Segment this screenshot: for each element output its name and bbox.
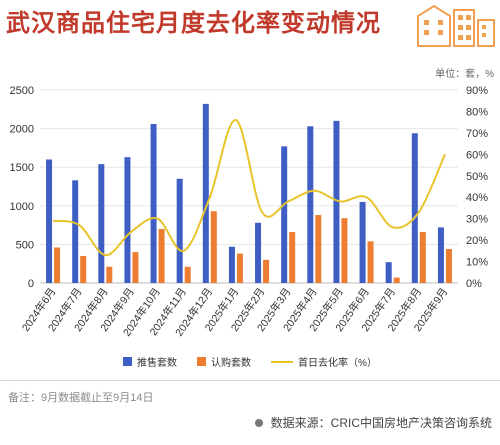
data-source: 数据来源：CRIC中国房地产决策咨询系统: [254, 414, 492, 431]
right-axis-tick-label: 70%: [466, 128, 488, 140]
legend-label-rate: 首日去化率（%）: [298, 358, 377, 369]
legend-label-subscribe: 认购套数: [211, 358, 252, 369]
bar-supply: [228, 246, 235, 283]
bar-subscribe: [341, 218, 348, 283]
legend-swatch-rate: [271, 360, 294, 363]
bar-supply: [98, 164, 105, 283]
bar-subscribe: [367, 241, 374, 283]
legend-label-supply: 推售套数: [137, 358, 178, 369]
left-axis-tick-label: 500: [16, 239, 34, 251]
bar-subscribe: [106, 266, 113, 283]
right-axis-tick-label: 50%: [466, 171, 488, 183]
legend-swatch-supply: [123, 357, 133, 366]
bar-supply: [202, 103, 209, 283]
left-axis-tick-label: 1500: [10, 162, 34, 174]
bar-subscribe: [132, 252, 139, 283]
chart-area: 0 500 1000 1500 2000 2500 0% 10% 20% 30% 40% 50% 60%…: [10, 85, 489, 339]
bar-subscribe: [289, 232, 296, 283]
bar-supply: [385, 262, 392, 283]
bar-subscribe: [263, 259, 270, 283]
bar-supply: [176, 178, 183, 283]
unit-label: 单位：套，%: [435, 69, 494, 80]
bar-subscribe: [445, 249, 452, 283]
bar-subscribe: [210, 211, 217, 283]
left-axis-tick-label: 2500: [10, 85, 34, 97]
bar-supply: [437, 227, 444, 283]
bar-supply: [333, 120, 340, 283]
data-source-text: 数据来源：CRIC中国房地产决策咨询系统: [270, 416, 492, 430]
bar-supply: [359, 201, 366, 283]
legend-swatch-subscribe: [197, 357, 207, 366]
right-axis-tick-label: 40%: [466, 192, 488, 204]
bar-subscribe: [236, 253, 243, 283]
bar-subscribe: [54, 247, 61, 283]
right-axis-tick-label: 10%: [466, 257, 488, 269]
bar-supply: [124, 157, 131, 283]
right-axis-tick-label: 60%: [466, 149, 488, 161]
bullet-icon: [254, 418, 263, 427]
line-rate: [52, 119, 446, 257]
bar-supply: [46, 159, 53, 283]
bar-supply: [307, 126, 314, 283]
chart-title: 武汉商品住宅月度去化率变动情况: [6, 10, 381, 37]
footer-divider: [0, 380, 500, 381]
bar-supply: [411, 133, 418, 283]
legend-item-subscribe: 认购套数: [197, 354, 251, 369]
legend-item-supply: 推售套数: [123, 354, 177, 369]
bar-subscribe: [158, 228, 165, 283]
right-axis-tick-label: 0%: [466, 278, 482, 290]
bar-supply: [150, 123, 157, 283]
legend: 推售套数 认购套数 首日去化率（%）: [0, 354, 500, 369]
footer-note: 备注：9月数据截止至9月14日: [8, 392, 154, 404]
bar-subscribe: [80, 255, 87, 283]
building-decoration-icon: [417, 4, 495, 47]
right-axis-tick-label: 80%: [466, 106, 488, 118]
legend-item-rate: 首日去化率（%）: [271, 354, 377, 369]
right-axis-tick-label: 90%: [466, 85, 488, 97]
right-axis-tick-label: 30%: [466, 214, 488, 226]
bar-subscribe: [393, 277, 400, 283]
bar-subscribe: [419, 232, 426, 283]
bar-subscribe: [315, 215, 322, 283]
bar-subscribe: [184, 266, 191, 283]
left-axis-tick-label: 1000: [10, 201, 34, 213]
bar-supply: [72, 180, 79, 283]
left-axis-tick-label: 2000: [10, 124, 34, 136]
right-axis-tick-label: 20%: [466, 235, 488, 247]
bar-supply: [255, 222, 262, 283]
left-axis-tick-label: 0: [28, 278, 34, 290]
bar-supply: [281, 146, 288, 283]
